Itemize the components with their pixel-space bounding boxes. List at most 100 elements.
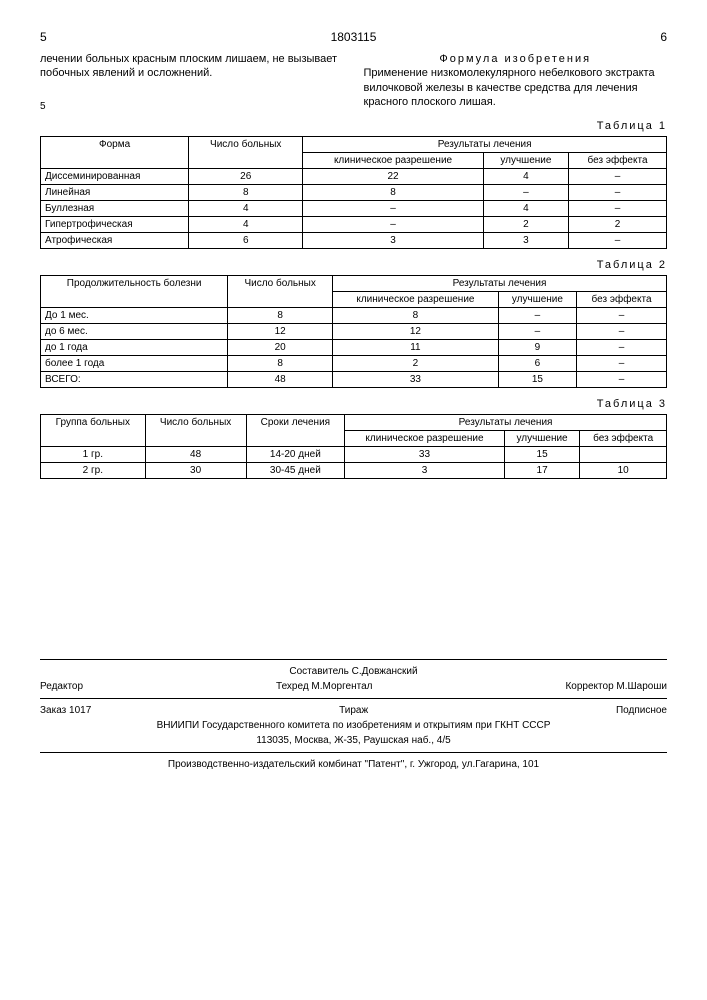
table-cell: – <box>303 201 483 217</box>
table-cell: 3 <box>303 233 483 249</box>
t1-h-clinical: клиническое разрешение <box>303 153 483 169</box>
doc-number: 1803115 <box>47 30 661 44</box>
table-row: Диссеминированная26224– <box>41 169 667 185</box>
footer-address: 113035, Москва, Ж-35, Раушская наб., 4/5 <box>40 733 667 748</box>
table-cell: 33 <box>345 447 505 463</box>
table-cell: 12 <box>333 324 499 340</box>
table-cell: 1 гр. <box>41 447 146 463</box>
table-cell: – <box>569 233 667 249</box>
table-row: до 1 года20119– <box>41 340 667 356</box>
table-cell <box>580 447 667 463</box>
table1-label: Таблица 1 <box>40 120 667 132</box>
table-cell: – <box>577 340 667 356</box>
t3-h-count: Число больных <box>145 415 246 447</box>
header: 5 1803115 6 <box>40 30 667 44</box>
table-row: 1 гр.4814-20 дней3315 <box>41 447 667 463</box>
t3-h-noeffect: без эффекта <box>580 431 667 447</box>
table-cell: 9 <box>498 340 576 356</box>
t2-h-duration: Продолжительность болезни <box>41 276 228 308</box>
table-cell: 15 <box>504 447 579 463</box>
footer-order: Заказ 1017 <box>40 705 91 716</box>
table-cell: – <box>577 308 667 324</box>
table-cell: 10 <box>580 463 667 479</box>
table-cell: 6 <box>498 356 576 372</box>
table-cell: Линейная <box>41 185 189 201</box>
footer-publisher: Производственно-издательский комбинат "П… <box>40 757 667 772</box>
t3-h-period: Сроки лечения <box>246 415 345 447</box>
table-cell: Диссеминированная <box>41 169 189 185</box>
table-cell: Буллезная <box>41 201 189 217</box>
footer-editor: Редактор <box>40 681 83 692</box>
t2-h-improve: улучшение <box>498 292 576 308</box>
page-left: 5 <box>40 30 47 44</box>
table3-label: Таблица 3 <box>40 398 667 410</box>
page-right: 6 <box>660 30 667 44</box>
table-cell: 20 <box>228 340 333 356</box>
table-cell: 8 <box>189 185 303 201</box>
t1-h-improve: улучшение <box>483 153 568 169</box>
table-cell: 6 <box>189 233 303 249</box>
table-cell: 22 <box>303 169 483 185</box>
footer-tehred: Техред М.Моргентал <box>276 681 372 692</box>
table-cell: – <box>569 169 667 185</box>
table-cell: 2 гр. <box>41 463 146 479</box>
table-cell: 17 <box>504 463 579 479</box>
table-cell: 8 <box>228 356 333 372</box>
table-cell: 3 <box>483 233 568 249</box>
t3-h-results: Результаты лечения <box>345 415 667 431</box>
table-cell: 33 <box>333 372 499 388</box>
t1-h-count: Число больных <box>189 137 303 169</box>
table-cell: 14-20 дней <box>246 447 345 463</box>
t2-h-count: Число больных <box>228 276 333 308</box>
left-column: лечении больных красным плоским лишаем, … <box>40 52 344 109</box>
right-column: Формула изобретения Применение низкомоле… <box>364 52 668 109</box>
t1-h-results: Результаты лечения <box>303 137 667 153</box>
t1-h-noeffect: без эффекта <box>569 153 667 169</box>
table-cell: 2 <box>333 356 499 372</box>
table-cell: 48 <box>145 447 246 463</box>
table-cell: 30 <box>145 463 246 479</box>
table-cell: более 1 года <box>41 356 228 372</box>
table-cell: – <box>483 185 568 201</box>
table-cell: – <box>498 308 576 324</box>
table-cell: 2 <box>483 217 568 233</box>
t3-h-improve: улучшение <box>504 431 579 447</box>
footer-org: ВНИИПИ Государственного комитета по изоб… <box>40 718 667 733</box>
table-row: ВСЕГО:483315– <box>41 372 667 388</box>
table-row: Атрофическая633– <box>41 233 667 249</box>
table-cell: – <box>577 372 667 388</box>
t3-h-clinical: клиническое разрешение <box>345 431 505 447</box>
table-cell: 4 <box>483 169 568 185</box>
table-cell: Атрофическая <box>41 233 189 249</box>
t3-h-group: Группа больных <box>41 415 146 447</box>
table-cell: до 6 мес. <box>41 324 228 340</box>
table-row: более 1 года826– <box>41 356 667 372</box>
table-cell: – <box>577 324 667 340</box>
table-row: Гипертрофическая4–22 <box>41 217 667 233</box>
table-row: До 1 мес.88–– <box>41 308 667 324</box>
table-cell: – <box>577 356 667 372</box>
table-cell: 8 <box>303 185 483 201</box>
table-cell: 30-45 дней <box>246 463 345 479</box>
table-cell: ВСЕГО: <box>41 372 228 388</box>
table-cell: до 1 года <box>41 340 228 356</box>
table-2: Продолжительность болезни Число больных … <box>40 275 667 388</box>
table-cell: 4 <box>483 201 568 217</box>
footer-podpis: Подписное <box>616 705 667 716</box>
formula-text: Применение низкомолекулярного небелковог… <box>364 66 668 109</box>
table-cell: 8 <box>228 308 333 324</box>
table-1: Форма Число больных Результаты лечения к… <box>40 136 667 249</box>
table-cell: – <box>303 217 483 233</box>
table-cell: – <box>498 324 576 340</box>
table-row: Линейная88–– <box>41 185 667 201</box>
formula-title: Формула изобретения <box>364 52 668 66</box>
table-cell: 2 <box>569 217 667 233</box>
footer-tirazh: Тираж <box>339 705 368 716</box>
table2-label: Таблица 2 <box>40 259 667 271</box>
table-cell: 12 <box>228 324 333 340</box>
table-cell: 11 <box>333 340 499 356</box>
table-cell: 48 <box>228 372 333 388</box>
table-row: 2 гр.3030-45 дней31710 <box>41 463 667 479</box>
table-cell: 8 <box>333 308 499 324</box>
t2-h-noeffect: без эффекта <box>577 292 667 308</box>
